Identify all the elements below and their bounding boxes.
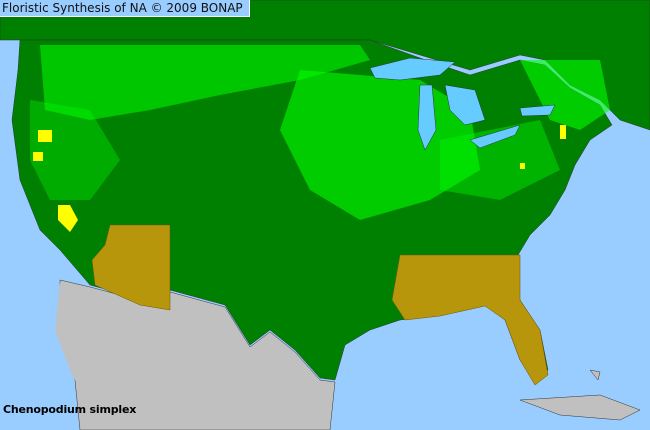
great-lakes xyxy=(369,57,556,151)
lake-ontario xyxy=(519,104,556,117)
southeast-states xyxy=(391,254,549,386)
species-name: Chenopodium simplex xyxy=(3,403,137,416)
lake-michigan xyxy=(417,84,437,151)
lake-erie xyxy=(469,124,521,149)
baja-peninsula xyxy=(55,282,95,400)
absent-state-areas xyxy=(91,224,549,386)
yellow-county-patches xyxy=(33,125,566,232)
arizona xyxy=(91,224,171,311)
lake-superior xyxy=(369,57,456,81)
lake-huron xyxy=(444,84,486,126)
map-title: Floristic Synthesis of NA © 2009 BONAP xyxy=(0,0,250,17)
caribbean-islands xyxy=(519,369,641,421)
